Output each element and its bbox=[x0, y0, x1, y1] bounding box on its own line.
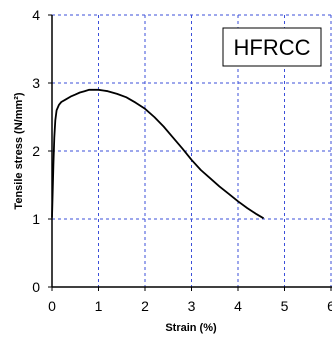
y-tick-label: 4 bbox=[32, 7, 40, 23]
x-tick-label: 2 bbox=[141, 298, 149, 314]
y-ticks: 0 1 2 3 4 bbox=[32, 7, 52, 295]
legend-label: HFRCC bbox=[234, 35, 311, 60]
series-line bbox=[51, 88, 265, 220]
y-tick-label: 2 bbox=[32, 143, 40, 159]
series bbox=[51, 88, 265, 220]
y-tick-label: 3 bbox=[32, 75, 40, 91]
y-axis-title: Tensile stress (N/mm²) bbox=[13, 92, 25, 210]
x-tick-label: 4 bbox=[234, 298, 242, 314]
x-tick-label: 3 bbox=[188, 298, 196, 314]
y-tick-label: 1 bbox=[32, 211, 40, 227]
x-tick-label: 5 bbox=[281, 298, 289, 314]
x-ticks: 0 1 2 3 4 5 6 bbox=[48, 287, 332, 314]
gridlines bbox=[52, 14, 332, 287]
legend-frame bbox=[222, 27, 322, 67]
x-tick-label: 6 bbox=[327, 298, 332, 314]
x-tick-label: 0 bbox=[48, 298, 56, 314]
x-axis-title: Strain (%) bbox=[165, 322, 217, 334]
y-tick-label: 0 bbox=[32, 279, 40, 295]
x-tick-label: 1 bbox=[95, 298, 103, 314]
legend-box: HFRCC bbox=[222, 27, 322, 67]
